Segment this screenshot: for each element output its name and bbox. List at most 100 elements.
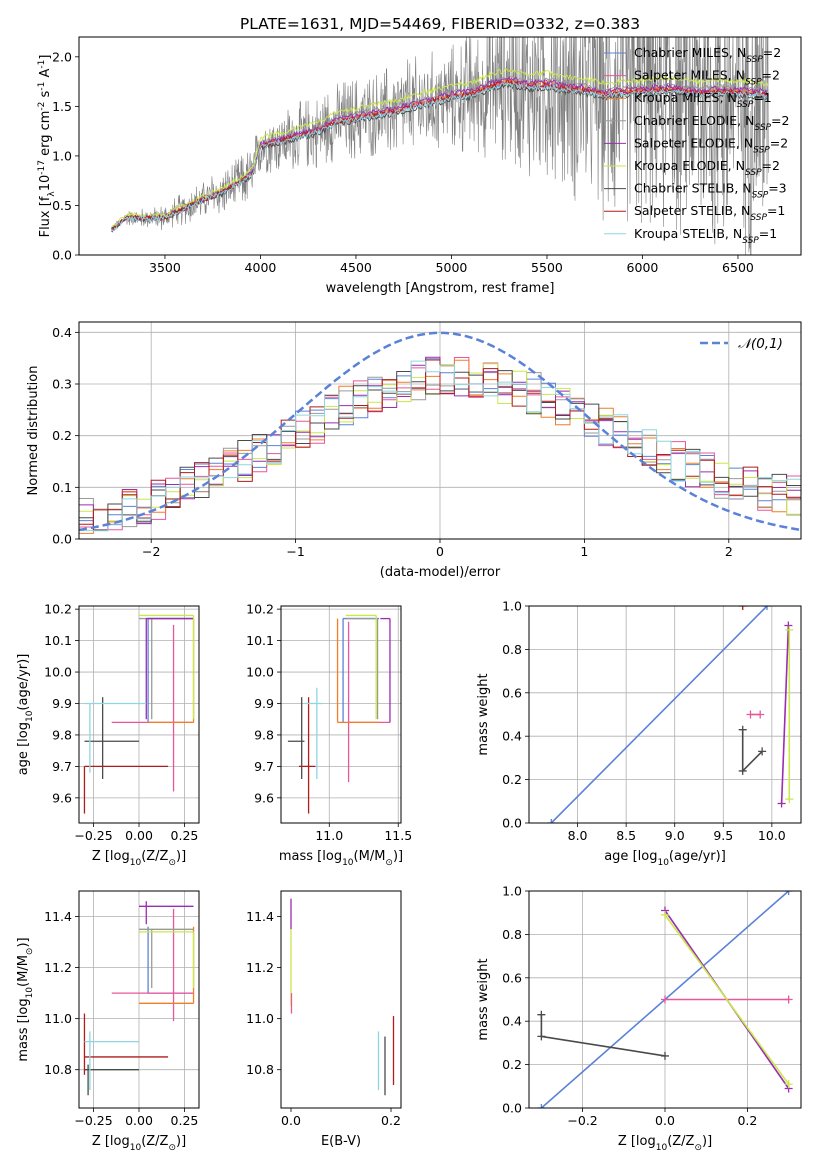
y-tick-label: 11.0 bbox=[246, 1011, 274, 1026]
x-tick-label: 2 bbox=[725, 544, 733, 559]
x-tick-label: 6500 bbox=[722, 260, 754, 275]
x-tick-label: 9.5 bbox=[713, 828, 733, 843]
weight-marker bbox=[738, 766, 747, 775]
plot-area bbox=[547, 606, 794, 823]
x-tick-label: 0.00 bbox=[125, 1113, 153, 1128]
model-spectrum-salpeter-elodie bbox=[111, 76, 769, 231]
x-tick-label: 0.25 bbox=[171, 1113, 199, 1128]
y-tick-label: 10.8 bbox=[246, 1062, 274, 1077]
x-tick-label: 9.0 bbox=[665, 828, 685, 843]
weight-marker bbox=[661, 1051, 669, 1060]
plot-area bbox=[537, 891, 793, 1108]
x-tick-label: 0.2 bbox=[381, 1113, 401, 1128]
y-tick-label: 11.4 bbox=[44, 909, 72, 924]
axes-frame bbox=[78, 321, 802, 540]
y-tick-label: 0.6 bbox=[502, 970, 522, 985]
x-tick-label: 0.0 bbox=[655, 1113, 675, 1128]
x-tick-label: −0.25 bbox=[74, 828, 112, 843]
weight-marker bbox=[756, 710, 765, 719]
y-tick-label: 11.2 bbox=[44, 960, 72, 975]
x-tick-label: 11.5 bbox=[384, 828, 412, 843]
weight-marker bbox=[661, 995, 669, 1004]
y-tick-label: 1.5 bbox=[52, 99, 72, 114]
legend-label: Salpeter MILES, NSSP=2 bbox=[634, 68, 780, 88]
panel-7: −0.2 0.0 0.2 0.0 0.2 0.4 0.6 0.8 1.0 Z [log10(Z/Z… bbox=[476, 884, 802, 1153]
x-tick-label: 10.0 bbox=[758, 828, 786, 843]
y-tick-label: 9.9 bbox=[254, 696, 274, 711]
x-tick-label: 5500 bbox=[531, 260, 563, 275]
y-tick-label: 9.6 bbox=[52, 790, 72, 805]
legend-label: Chabrier MILES, NSSP=2 bbox=[634, 45, 781, 65]
axes-frame bbox=[78, 605, 200, 824]
y-tick-label: 9.7 bbox=[254, 759, 274, 774]
x-axis-label: (data-model)/error bbox=[380, 565, 501, 580]
plot-area bbox=[83, 901, 195, 1096]
panel-1: −2 −1 0 1 2 0.0 0.1 0.2 0.3 0.4 (data-model)/error… bbox=[26, 321, 802, 580]
y-tick-label: 1.0 bbox=[52, 148, 72, 163]
weight-marker bbox=[738, 725, 747, 734]
x-tick-label: 0.2 bbox=[737, 1113, 757, 1128]
model-spectrum-kroupa-elodie bbox=[111, 66, 769, 228]
model-spectrum-kroupa-stelib bbox=[111, 81, 769, 232]
panel-4: 8.0 8.5 9.0 9.5 10.0 0.0 0.2 0.4 0.6 0.8 1.0 age [l… bbox=[476, 599, 802, 868]
weight-line bbox=[780, 625, 790, 804]
panel-0: 3500 4000 4500 5000 5500 6000 6500 0.0 0.5 1.0 1.5… bbox=[37, 36, 802, 296]
model-spectrum-chabrier-stelib bbox=[111, 82, 769, 230]
y-tick-label: 0.0 bbox=[502, 1101, 522, 1116]
weight-marker bbox=[758, 747, 767, 756]
x-tick-label: −1 bbox=[286, 544, 304, 559]
y-tick-label: 0.0 bbox=[502, 816, 522, 831]
weight-marker bbox=[537, 1010, 546, 1019]
legend-label: Kroupa ELODIE, NSSP=2 bbox=[634, 158, 780, 178]
y-tick-label: 0.4 bbox=[52, 325, 72, 340]
x-tick-label: 0.25 bbox=[171, 828, 199, 843]
y-tick-label: 0.2 bbox=[502, 1057, 522, 1072]
weight-marker bbox=[785, 795, 794, 804]
y-axis-label: mass weight bbox=[476, 958, 491, 1040]
axes-frame bbox=[78, 890, 200, 1109]
y-tick-label: 0.8 bbox=[502, 927, 522, 942]
x-tick-label: −0.2 bbox=[567, 1113, 597, 1128]
plot-area bbox=[83, 614, 195, 814]
panel-2: −0.25 0.00 0.25 9.6 9.7 9.8 9.9 10.0 10.1 10.2 Z [… bbox=[16, 602, 200, 868]
weight-marker bbox=[661, 910, 669, 919]
y-tick-label: 0.2 bbox=[52, 428, 72, 443]
x-tick-label: 8.5 bbox=[616, 828, 636, 843]
y-tick-label: 0.3 bbox=[52, 377, 72, 392]
weight-marker bbox=[784, 891, 793, 895]
weight-marker bbox=[547, 819, 556, 823]
y-tick-label: 1.0 bbox=[502, 599, 522, 614]
weight-marker bbox=[763, 606, 771, 610]
panel-3: 11.0 11.5 9.6 9.7 9.8 9.9 10.0 10.1 10.2 mass [lo… bbox=[246, 602, 412, 868]
histogram-kroupa-stelib bbox=[79, 360, 801, 532]
axes-frame bbox=[78, 36, 802, 256]
y-tick-label: 11.0 bbox=[44, 1011, 72, 1026]
y-tick-label: 10.0 bbox=[44, 665, 72, 680]
x-tick-label: 11.0 bbox=[315, 828, 343, 843]
weight-marker bbox=[738, 606, 747, 610]
x-tick-label: 4500 bbox=[340, 260, 372, 275]
plot-area bbox=[290, 898, 395, 1096]
axes-frame bbox=[528, 605, 802, 824]
weight-marker bbox=[785, 625, 794, 634]
legend-label: Chabrier STELIB, NSSP=3 bbox=[634, 181, 787, 201]
x-axis-label: wavelength [Angstrom, rest frame] bbox=[326, 281, 555, 296]
weight-marker bbox=[537, 1104, 546, 1108]
x-axis-label: Z [log10(Z/Z⊙)] bbox=[92, 1134, 186, 1153]
y-tick-label: 9.7 bbox=[52, 759, 72, 774]
axes-frame bbox=[280, 605, 402, 824]
axes-frame bbox=[528, 890, 802, 1109]
y-tick-label: 10.1 bbox=[246, 633, 274, 648]
y-tick-label: 2.0 bbox=[52, 49, 72, 64]
histogram-salpeter-stelib bbox=[79, 359, 801, 525]
weight-marker bbox=[784, 1080, 793, 1089]
y-tick-label: 0.5 bbox=[52, 198, 72, 213]
x-tick-label: 0 bbox=[436, 544, 444, 559]
weight-marker bbox=[784, 621, 793, 630]
y-tick-label: 0.0 bbox=[52, 532, 72, 547]
x-axis-label: Z [log10(Z/Z⊙)] bbox=[92, 849, 186, 868]
y-tick-label: 10.2 bbox=[44, 602, 72, 617]
plot-area bbox=[111, 37, 769, 255]
y-tick-label: 9.6 bbox=[254, 790, 274, 805]
